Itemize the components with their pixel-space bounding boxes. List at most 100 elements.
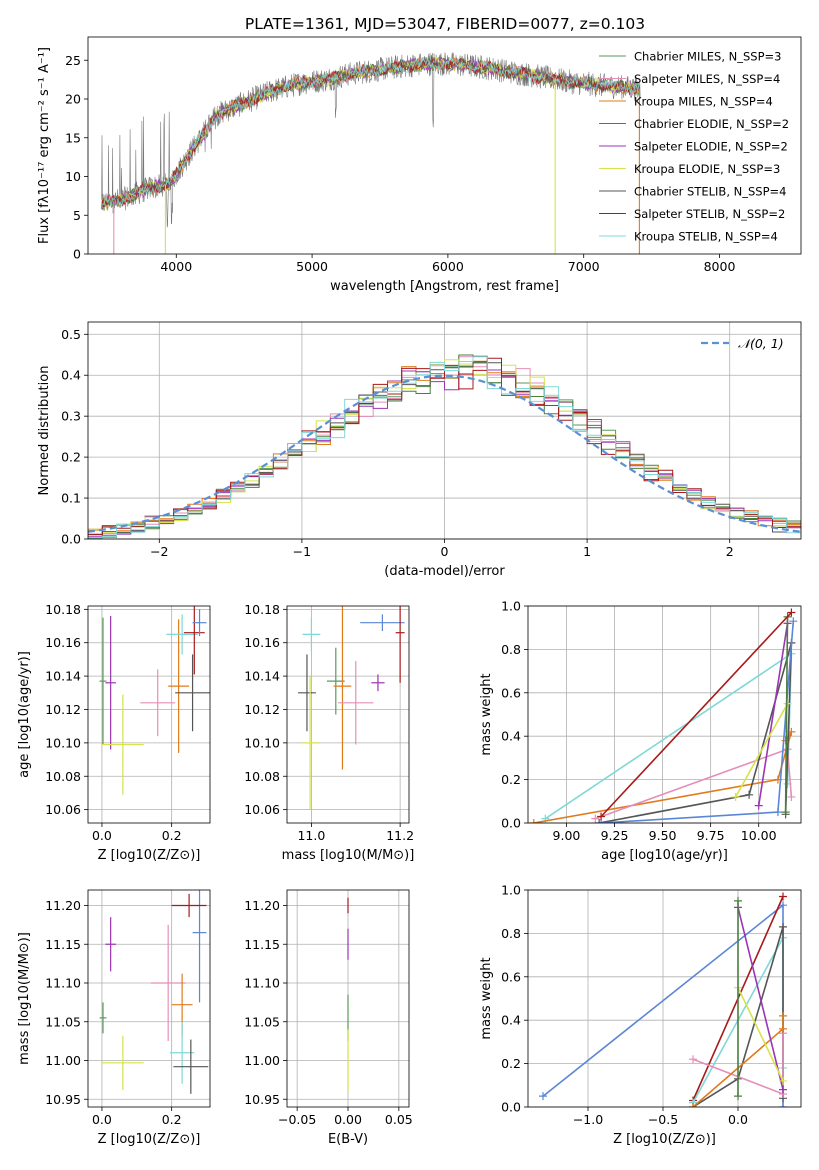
mass-weight-line — [784, 616, 789, 813]
y-tick-label: 10.08 — [45, 769, 81, 784]
mass-weight-line — [601, 621, 795, 823]
x-tick-label: 0.0 — [728, 1112, 748, 1127]
mass-weight-marker — [779, 1103, 787, 1107]
x-tick-label: −0.05 — [278, 1112, 316, 1127]
mass-weight-marker — [597, 812, 606, 821]
gaussian-reference-line — [88, 374, 801, 533]
y-tick-label: 10.06 — [244, 802, 280, 817]
mass-vs-metallicity-panel: 0.0 0.2 10.95 11.00 11.05 11.10 11.15 11.20 Z [l… — [17, 889, 211, 1147]
x-tick-label: −2 — [150, 544, 168, 559]
plot-content — [99, 606, 210, 795]
y-tick-label: 15 — [65, 130, 81, 145]
x-tick-label: 0.05 — [385, 1112, 413, 1127]
y-tick-label: 0.0 — [501, 816, 521, 831]
mass-weight-marker — [689, 1055, 697, 1064]
mass-weight-marker — [529, 819, 538, 823]
mass-weight-marker — [779, 922, 787, 931]
plot-content — [539, 892, 787, 1107]
y-axis-label: Normed distribution — [37, 366, 52, 496]
axes-frame — [87, 36, 802, 255]
mass-weight-marker — [773, 808, 782, 817]
y-tick-label: 0.4 — [61, 368, 81, 383]
mass-weight-line — [737, 907, 784, 1090]
x-tick-label: 6000 — [432, 259, 464, 274]
x-axis-label: E(B-V) — [328, 1132, 368, 1147]
x-tick-label: 9.25 — [601, 828, 629, 843]
age-vs-mass-panel: 11.0 11.2 10.06 10.08 10.10 10.12 10.14 10.16 10… — [244, 602, 415, 863]
y-tick-label: 11.20 — [45, 898, 81, 913]
y-tick-label: 11.20 — [244, 898, 280, 913]
y-tick-label: 0.2 — [501, 772, 521, 787]
mass-weight-line — [598, 642, 793, 823]
legend-label: Kroupa STELIB, N_SSP=4 — [634, 230, 778, 244]
x-tick-label: 0.2 — [162, 828, 182, 843]
y-tick-label: 10.95 — [244, 1092, 280, 1107]
mass-weight-vs-metallicity-panel: −1.0 −0.5 0.0 0.0 0.2 0.4 0.6 0.8 1.0 Z [log10(Z/… — [479, 883, 802, 1147]
legend-label: Chabrier ELODIE, N_SSP=2 — [634, 117, 789, 131]
y-tick-label: 0.5 — [61, 327, 81, 342]
page-title: PLATE=1361, MJD=53047, FIBERID=0077, z=0… — [245, 15, 645, 33]
legend-label: 𝒩(0, 1) — [738, 336, 784, 351]
y-tick-label: 0.4 — [501, 729, 521, 744]
legend-label: Salpeter MILES, N_SSP=4 — [634, 72, 780, 86]
x-axis-label: age [log10(age/yr)] — [601, 848, 728, 863]
mass-weight-marker — [779, 1085, 787, 1094]
y-tick-label: 0.0 — [501, 1100, 521, 1115]
y-tick-label: 11.05 — [244, 1014, 280, 1029]
y-tick-label: 10.18 — [45, 602, 81, 617]
x-tick-label: 0.2 — [162, 1112, 182, 1127]
y-tick-label: 10.12 — [244, 702, 280, 717]
y-tick-label: 0.2 — [61, 450, 81, 465]
y-tick-label: 0.4 — [501, 1013, 521, 1028]
x-axis-label: Z [log10(Z/Z⊙)] — [98, 1132, 201, 1147]
x-tick-label: −1 — [293, 544, 311, 559]
y-tick-label: 10.08 — [244, 769, 280, 784]
y-axis-label: mass [log10(M/M⊙)] — [17, 932, 32, 1065]
mass-vs-reddening-panel: −0.05 0.00 0.05 10.95 11.00 11.05 11.10 11.15 11… — [244, 889, 413, 1147]
x-axis-label: Z [log10(Z/Z⊙)] — [98, 848, 201, 863]
x-tick-label: 9.75 — [697, 828, 725, 843]
y-tick-label: 10.10 — [244, 735, 280, 750]
y-tick-label: 10.10 — [45, 735, 81, 750]
y-tick-label: 0.2 — [501, 1056, 521, 1071]
y-tick-label: 11.15 — [45, 937, 81, 952]
plot-content — [99, 890, 209, 1094]
mass-weight-marker — [754, 801, 763, 810]
y-tick-label: 11.10 — [45, 976, 81, 991]
x-tick-label: 1 — [583, 544, 591, 559]
mass-weight-marker — [539, 1092, 547, 1101]
histogram-step-line — [88, 356, 801, 539]
mass-weight-line — [734, 703, 789, 798]
mass-weight-marker — [734, 1092, 742, 1101]
legend-label: Chabrier MILES, N_SSP=3 — [634, 50, 781, 64]
mass-weight-line — [600, 611, 792, 818]
x-tick-label: 4000 — [160, 259, 192, 274]
axes-frame — [286, 605, 410, 824]
axes-frame — [527, 605, 802, 824]
mass-weight-marker — [731, 792, 740, 801]
y-tick-label: 0.6 — [501, 969, 521, 984]
y-tick-label: 11.05 — [45, 1014, 81, 1029]
plot-content — [529, 608, 798, 823]
mass-weight-marker — [779, 901, 787, 910]
plot-content — [88, 354, 801, 539]
mass-weight-marker — [595, 819, 604, 823]
x-axis-label: mass [log10(M/M⊙)] — [282, 848, 415, 863]
x-axis-label: Z [log10(Z/Z⊙)] — [613, 1132, 716, 1147]
mass-weight-line — [757, 623, 789, 806]
mass-weight-marker — [745, 790, 754, 799]
x-tick-label: 9.00 — [553, 828, 581, 843]
legend-label: Kroupa ELODIE, N_SSP=3 — [634, 162, 780, 176]
x-tick-label: 10.00 — [741, 828, 777, 843]
y-tick-label: 10.16 — [45, 635, 81, 650]
y-tick-label: 0 — [73, 247, 81, 262]
mass-weight-marker — [787, 608, 796, 617]
mass-weight-vs-age-panel: 9.00 9.25 9.50 9.75 10.00 0.0 0.2 0.4 0.6 0.8 1.0 a… — [479, 599, 802, 863]
legend-label: Chabrier STELIB, N_SSP=4 — [634, 185, 786, 199]
plot-content — [101, 51, 641, 254]
mass-weight-marker — [779, 892, 787, 901]
x-axis-label: (data-model)/error — [384, 564, 505, 579]
y-tick-label: 11.00 — [45, 1053, 81, 1068]
y-tick-label: 10.14 — [244, 669, 280, 684]
